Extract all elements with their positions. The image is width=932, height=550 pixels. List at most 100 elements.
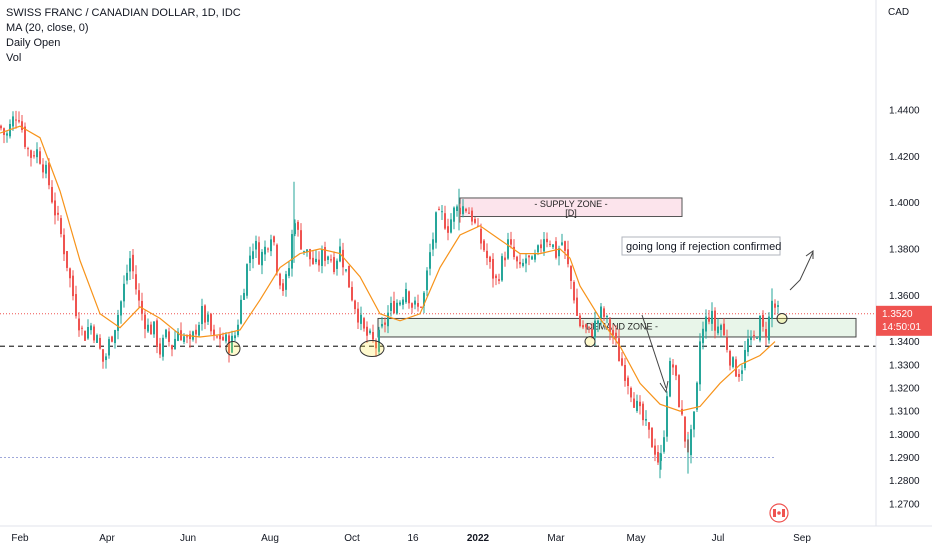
candle-body (51, 187, 53, 203)
candle-body (546, 238, 548, 243)
candle-body (558, 248, 560, 257)
candle-body (591, 329, 593, 338)
candle-body (177, 331, 179, 341)
candle-body (204, 305, 206, 323)
candle-body (552, 244, 554, 248)
candle-body (579, 315, 581, 327)
candle-body (345, 269, 347, 271)
candle-body (369, 330, 371, 333)
up-arrow-head (805, 250, 814, 259)
candle-body (543, 239, 545, 252)
candle-body (231, 335, 233, 353)
candle-body (108, 339, 110, 356)
candle-body (747, 338, 749, 352)
candle-body (480, 228, 482, 244)
candle-body (222, 336, 224, 341)
legend-title[interactable]: SWISS FRANC / CANADIAN DOLLAR, 1D, IDC (6, 7, 241, 19)
candle-body (738, 374, 740, 377)
legend-daily-open[interactable]: Daily Open (6, 37, 61, 49)
candle-body (288, 268, 290, 276)
candle-body (258, 242, 260, 265)
candle-body (666, 396, 668, 437)
zones: - SUPPLY ZONE -[D] DEMAND ZONE - (377, 197, 857, 338)
x-tick-label: Oct (344, 533, 360, 544)
candle-body (420, 306, 422, 308)
candle-body (264, 246, 266, 255)
down-arrow-line (641, 314, 667, 389)
candle-body (300, 230, 302, 250)
candle-body (294, 223, 296, 235)
x-tick-label: Sep (793, 533, 811, 544)
candle-body (495, 275, 497, 279)
candle-body (714, 310, 716, 331)
candle-body (435, 212, 437, 243)
candle-body (99, 337, 101, 349)
candle-body (765, 329, 767, 337)
candle-body (417, 303, 419, 307)
candle-body (699, 341, 701, 385)
candle-body (531, 256, 533, 260)
candle-body (510, 239, 512, 245)
legend-vol[interactable]: Vol (6, 52, 22, 64)
candle-body (363, 318, 365, 329)
y-tick-label: 1.2700 (889, 499, 920, 510)
candle-body (690, 429, 692, 456)
candle-body (570, 266, 572, 281)
candle-body (354, 300, 356, 310)
candle-body (273, 236, 275, 243)
support-touch-circle (776, 312, 788, 324)
candle-body (504, 257, 506, 261)
candle-body (459, 207, 461, 215)
candle-body (189, 334, 191, 340)
candle-body (468, 212, 470, 214)
candle-body (27, 148, 29, 150)
candle-body (441, 211, 443, 213)
candle-body (282, 283, 284, 292)
candle-body (726, 337, 728, 350)
candle-body (414, 300, 416, 305)
candle-body (87, 327, 89, 339)
candle-body (45, 164, 47, 174)
candle-body (201, 306, 203, 325)
candle-body (12, 116, 14, 127)
ma-line (0, 125, 776, 412)
y-tick-label: 1.3300 (889, 360, 920, 371)
candle-body (183, 336, 185, 342)
x-tick-label: 16 (407, 533, 419, 544)
candle-body (57, 212, 59, 215)
candle-body (606, 316, 608, 318)
candle-body (444, 213, 446, 229)
candle-body (69, 268, 71, 279)
candle-body (492, 258, 494, 279)
legend-ma[interactable]: MA (20, close, 0) (6, 22, 89, 34)
candle-body (225, 334, 227, 342)
y-tick-label: 1.3000 (889, 430, 920, 441)
candle-body (399, 302, 401, 305)
candle-body (657, 452, 659, 463)
candle-body (228, 335, 230, 354)
candle-body (150, 324, 152, 335)
candle-body (279, 273, 281, 286)
candle-body (210, 314, 212, 332)
candle-body (24, 126, 26, 147)
candle-body (387, 312, 389, 327)
candle-body (423, 292, 425, 306)
candle-body (318, 259, 320, 266)
candle-body (474, 218, 476, 223)
candle-body (411, 303, 413, 308)
candle-body (777, 305, 779, 307)
candle-body (63, 234, 65, 255)
candle-body (456, 206, 458, 212)
demand-zone-title: DEMAND ZONE - (586, 321, 658, 331)
x-tick-label: 2022 (467, 533, 490, 544)
candle-body (774, 303, 776, 308)
candle-body (669, 361, 671, 397)
candle-body (243, 292, 245, 300)
candle-body (540, 244, 542, 249)
candle-body (102, 349, 104, 362)
candle-body (303, 250, 305, 252)
candle-body (648, 422, 650, 430)
y-axis-bg (876, 0, 932, 550)
